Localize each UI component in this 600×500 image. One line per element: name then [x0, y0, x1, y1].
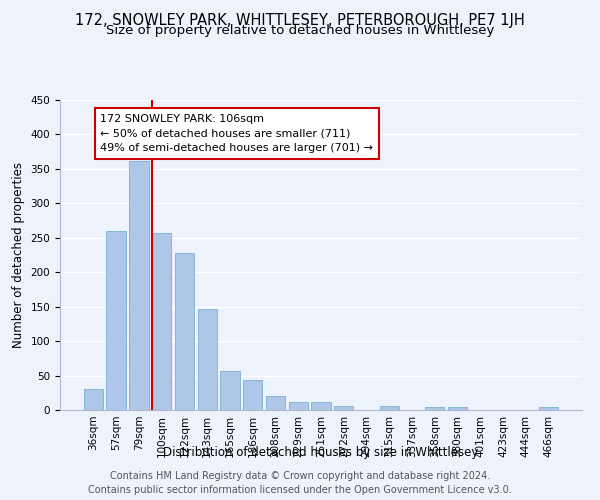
Text: 172 SNOWLEY PARK: 106sqm
← 50% of detached houses are smaller (711)
49% of semi-: 172 SNOWLEY PARK: 106sqm ← 50% of detach…	[100, 114, 373, 154]
Bar	[243, 380, 262, 410]
Text: Size of property relative to detached houses in Whittlesey: Size of property relative to detached ho…	[106, 24, 494, 37]
Text: Contains HM Land Registry data © Crown copyright and database right 2024.
Contai: Contains HM Land Registry data © Crown c…	[88, 471, 512, 495]
Y-axis label: Number of detached properties: Number of detached properties	[12, 162, 25, 348]
Bar	[220, 370, 239, 410]
Bar	[84, 390, 103, 410]
Bar	[425, 407, 445, 410]
Bar	[152, 233, 172, 410]
Bar	[334, 406, 353, 410]
Bar	[129, 160, 149, 410]
Bar	[197, 308, 217, 410]
Bar	[106, 231, 126, 410]
Bar	[539, 407, 558, 410]
Bar	[448, 406, 467, 410]
Bar	[311, 402, 331, 410]
Bar	[175, 253, 194, 410]
Text: Distribution of detached houses by size in Whittlesey: Distribution of detached houses by size …	[163, 446, 479, 459]
Bar	[289, 402, 308, 410]
Text: 172, SNOWLEY PARK, WHITTLESEY, PETERBOROUGH, PE7 1JH: 172, SNOWLEY PARK, WHITTLESEY, PETERBORO…	[75, 12, 525, 28]
Bar	[380, 406, 399, 410]
Bar	[266, 396, 285, 410]
